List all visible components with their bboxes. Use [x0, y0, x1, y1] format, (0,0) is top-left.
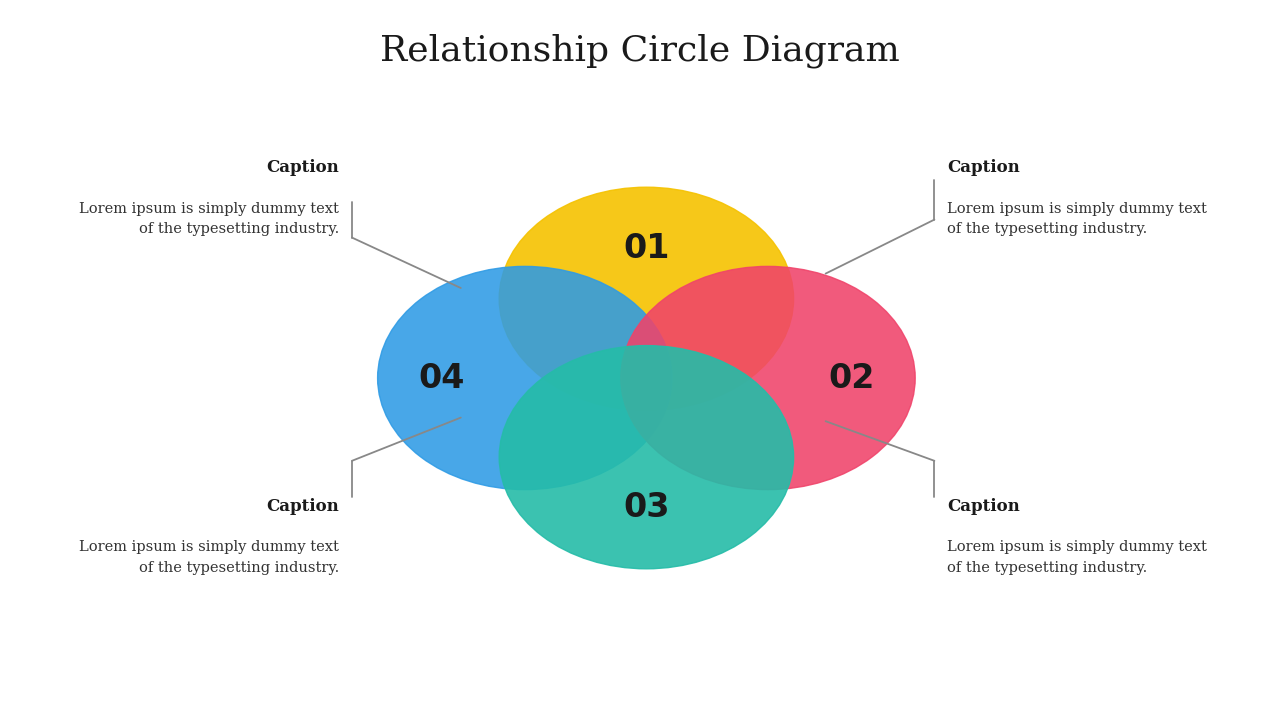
- Text: 02: 02: [828, 361, 874, 395]
- Text: 04: 04: [419, 361, 465, 395]
- Text: Caption: Caption: [266, 159, 339, 176]
- Text: Relationship Circle Diagram: Relationship Circle Diagram: [380, 33, 900, 68]
- Ellipse shape: [378, 266, 672, 490]
- Text: 01: 01: [623, 232, 669, 265]
- Text: Caption: Caption: [947, 159, 1020, 176]
- Text: Lorem ipsum is simply dummy text
of the typesetting industry.: Lorem ipsum is simply dummy text of the …: [79, 540, 339, 575]
- Text: 03: 03: [623, 491, 669, 524]
- Ellipse shape: [621, 266, 915, 490]
- Text: Lorem ipsum is simply dummy text
of the typesetting industry.: Lorem ipsum is simply dummy text of the …: [79, 202, 339, 236]
- Text: Caption: Caption: [947, 498, 1020, 515]
- Text: Caption: Caption: [266, 498, 339, 515]
- Ellipse shape: [499, 187, 794, 410]
- Text: Lorem ipsum is simply dummy text
of the typesetting industry.: Lorem ipsum is simply dummy text of the …: [947, 202, 1207, 236]
- Ellipse shape: [499, 346, 794, 569]
- Text: Lorem ipsum is simply dummy text
of the typesetting industry.: Lorem ipsum is simply dummy text of the …: [947, 540, 1207, 575]
